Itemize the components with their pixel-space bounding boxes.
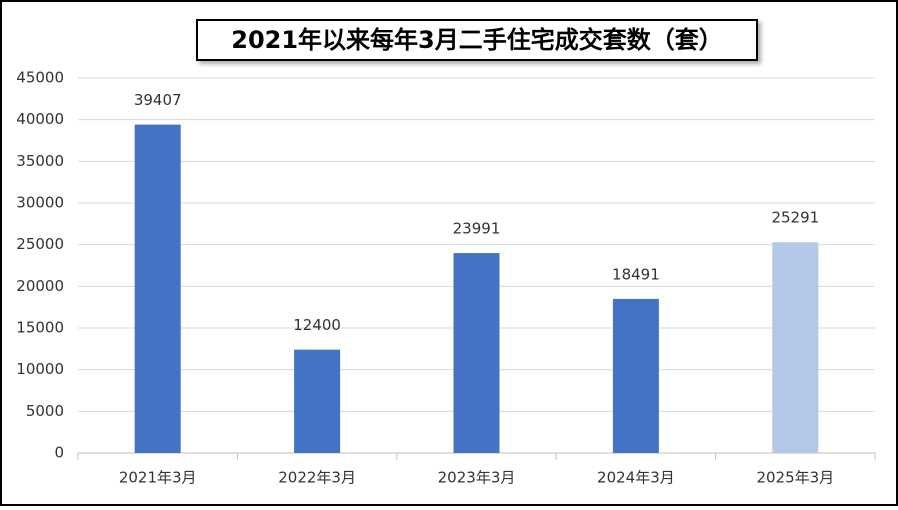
title-box <box>196 19 758 61</box>
y-tick-label: 35000 <box>16 152 64 170</box>
value-label: 18491 <box>612 265 660 283</box>
bar <box>453 253 500 453</box>
y-tick-label: 0 <box>54 444 64 462</box>
y-tick-label: 15000 <box>16 319 64 337</box>
bar <box>612 298 659 453</box>
x-tick-label: 2023年3月 <box>438 469 516 487</box>
y-tick-label: 40000 <box>16 110 64 128</box>
bar <box>134 124 181 453</box>
value-label: 39407 <box>134 91 182 109</box>
chart-title: 2021年以来每年3月二手住宅成交套数（套） <box>231 26 723 54</box>
bar <box>294 349 341 453</box>
value-label: 25291 <box>771 209 819 227</box>
bar <box>772 242 819 453</box>
y-tick-label: 45000 <box>16 69 64 87</box>
x-tick-label: 2022年3月 <box>278 469 356 487</box>
y-tick-label: 30000 <box>16 194 64 212</box>
value-label: 12400 <box>293 316 341 334</box>
y-tick-label: 5000 <box>26 402 64 420</box>
x-tick-label: 2021年3月 <box>119 469 197 487</box>
y-tick-label: 20000 <box>16 277 64 295</box>
x-tick-label: 2024年3月 <box>597 469 675 487</box>
y-tick-label: 10000 <box>16 360 64 378</box>
value-label: 23991 <box>453 220 501 238</box>
x-tick-label: 2025年3月 <box>756 469 834 487</box>
y-tick-label: 25000 <box>16 235 64 253</box>
